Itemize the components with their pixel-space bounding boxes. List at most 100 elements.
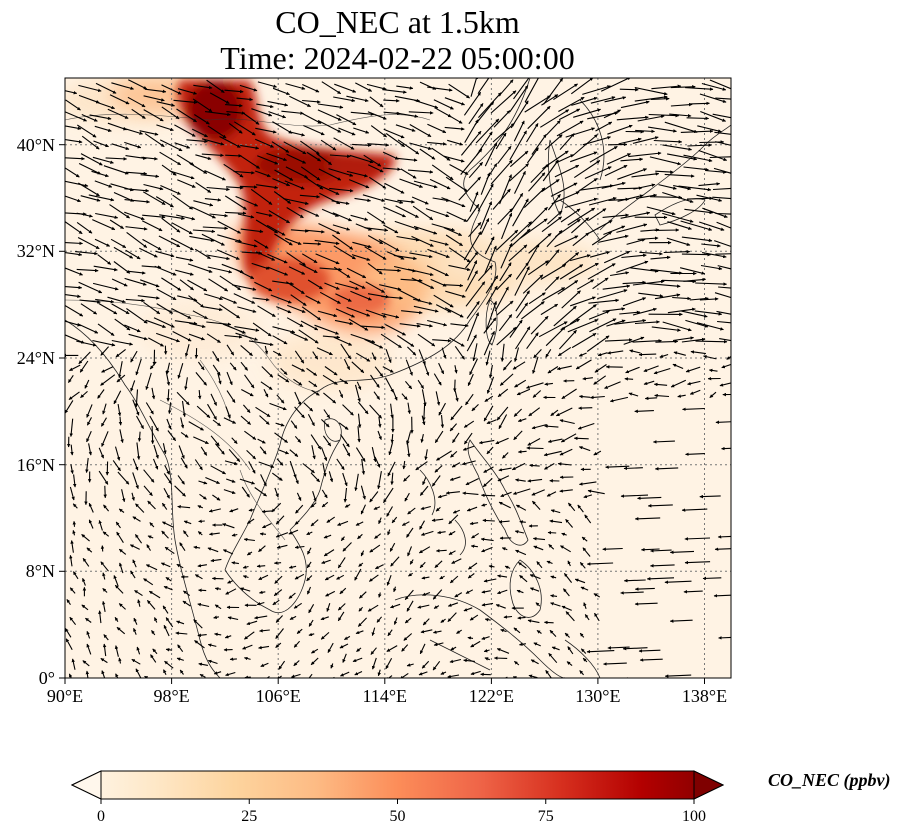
wind-arrow [554,164,580,178]
wind-arrow [353,127,370,134]
wind-arrow [203,306,223,312]
wind-arrow [76,268,99,273]
wind-arrow [411,277,435,289]
wind-arrow [637,114,665,122]
wind-arrow [352,143,372,147]
wind-arrow [105,157,128,161]
wind-arrow [435,304,452,313]
wind-arrow [379,284,402,291]
wind-arrow [192,98,213,113]
wind-arrow [335,282,359,291]
wind-arrow [513,120,525,142]
wind-arrow [346,267,367,279]
wind-arrow [412,298,433,305]
wind-arrow [184,344,190,357]
wind-arrow [449,337,465,347]
wind-arrow [174,124,196,137]
wind-arrow [65,251,83,257]
wind-arrow [315,253,340,265]
wind-arrow [413,180,438,189]
wind-arrow [235,332,258,341]
wind-arrow [499,262,512,282]
wind-arrow [448,247,471,263]
wind-arrow [93,265,118,272]
wind-arrow [77,323,99,334]
wind-arrow [219,136,241,148]
wind-arrow [107,108,129,119]
wind-arrow [193,84,213,90]
wind-arrow [633,183,656,190]
wind-arrow [482,518,495,523]
wind-arrow [385,324,406,336]
wind-arrow [468,103,484,125]
wind-arrow [587,208,607,222]
wind-arrow [400,168,417,179]
wind-arrow [528,172,546,192]
wind-arrow [582,85,611,95]
wind-arrow [110,238,127,249]
wind-arrow [239,84,258,92]
wind-arrow [497,145,512,165]
wind-arrow [348,179,370,189]
wind-arrow [78,351,91,365]
wind-arrow [662,144,692,151]
wind-arrow [158,235,181,248]
wind-arrow [329,154,351,159]
wind-arrow [113,261,131,274]
wind-arrow [508,228,531,249]
wind-arrow [449,164,469,175]
wind-arrow [255,127,277,134]
wind-arrow [360,325,386,330]
wind-arrow [350,333,376,344]
wind-arrow [413,305,439,313]
wind-arrow [350,111,375,116]
wind-arrow [681,310,708,318]
wind-arrow [272,121,293,134]
wind-arrow [521,301,545,320]
wind-arrow [212,351,220,362]
wind-arrow [144,133,165,148]
wind-arrow [545,120,561,136]
wind-arrow [314,239,340,246]
lon-tick-label: 138°E [682,686,727,706]
wind-arrow [371,352,377,361]
wind-arrow [65,156,85,161]
wind-arrow [124,277,147,286]
wind-arrow [109,219,124,230]
wind-arrow [268,111,287,119]
wind-arrow [368,176,387,189]
wind-arrow [301,253,318,264]
wind-arrow [264,345,269,355]
colorbar-extend-max [693,770,725,800]
wind-arrow [673,184,692,191]
wind-arrow [97,102,115,110]
wind-arrow [587,263,616,280]
wind-arrow [140,279,160,288]
wind-arrow [144,88,167,94]
wind-arrow [672,336,694,342]
wind-arrow [65,111,87,122]
wind-arrow [254,239,269,249]
wind-arrow [111,303,130,315]
wind-arrow [540,303,558,316]
wind-arrow [547,210,563,225]
wind-arrow [606,153,631,165]
wind-arrow [192,229,216,234]
wind-arrow [460,130,482,156]
wind-arrow [126,171,148,176]
wind-arrow [419,148,436,160]
wind-arrow [161,164,177,176]
wind-arrow [286,252,306,266]
wind-arrow [699,93,727,103]
colorbar-title: CO_NEC (ppbv) [768,770,891,790]
wind-arrow [321,208,339,217]
wind-arrow [686,116,710,121]
wind-arrow [635,193,658,199]
wind-arrow [458,176,482,201]
wind-arrow [161,84,182,95]
wind-arrow [569,254,591,262]
wind-arrow [272,335,288,345]
wind-arrow [466,312,479,342]
wind-arrow [316,183,340,195]
wind-arrow [468,222,482,238]
